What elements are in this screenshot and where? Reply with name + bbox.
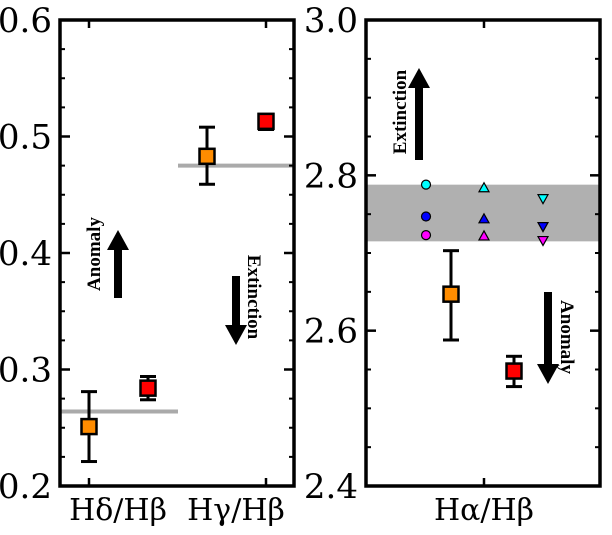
y-tick-label: 3.0 [304,1,358,41]
category-label: Hδ/Hβ [69,493,167,528]
orange-square-marker [198,147,216,166]
arrow-up-head [107,230,129,250]
model-triangle-down-marker [536,194,550,205]
model-triangle-up-marker [477,212,491,224]
model-triangle-down-marker [536,235,550,247]
y-tick-label: 0.2 [0,467,52,507]
orange-square-marker [442,285,460,303]
y-tick-label: 0.5 [0,118,52,158]
y-tick-label: 0.3 [0,351,52,391]
arrow-up-head [408,68,430,88]
right-panel: 2.4 2.6 2.8 3.0 Hα/Hβ Extinction Anomaly [304,1,602,528]
model-circle-marker [420,230,432,241]
arrow-down-head [537,364,559,384]
plot-frame [364,18,602,488]
red-square-marker [257,112,275,131]
category-label: Hγ/Hβ [187,493,285,528]
annotation-label: Anomaly [84,217,105,291]
annotation-label: Extinction [390,69,411,154]
model-circle-marker [420,211,432,222]
y-tick-label: 0.6 [0,1,52,41]
model-triangle-up-marker [477,181,491,193]
category-label: Hα/Hβ [434,493,534,528]
arrow-shaft [232,276,240,327]
arrow-shaft [544,292,552,366]
orange-square-marker [80,417,98,436]
red-square-marker [505,362,523,380]
model-triangle-down-marker [536,221,550,233]
plot-frame [58,18,296,488]
arrow-down-head [225,325,247,345]
model-triangle-up-marker [477,229,491,241]
arrow-shaft [415,86,423,160]
arrow-shaft [114,248,122,298]
y-tick-label: 0.4 [0,234,52,274]
red-square-marker [139,379,157,397]
model-circle-marker [420,179,432,190]
annotation-label: Extinction [243,255,264,340]
annotation-label: Anomaly [556,300,577,374]
y-tick-label: 2.6 [304,312,358,352]
y-tick-label: 2.4 [304,467,358,507]
y-tick-label: 2.8 [304,156,358,196]
left-panel: 0.2 0.3 0.4 0.5 0.6 Hδ/Hβ Hγ/Hβ Anomaly Extincti… [0,1,296,528]
